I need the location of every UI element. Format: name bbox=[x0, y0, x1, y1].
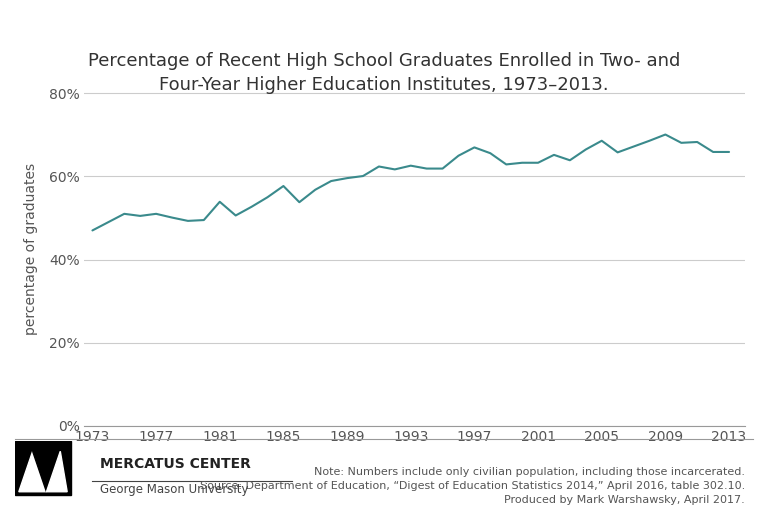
Text: MERCATUS CENTER: MERCATUS CENTER bbox=[100, 457, 250, 471]
Bar bbox=[15, 441, 71, 495]
Y-axis label: percentage of graduates: percentage of graduates bbox=[24, 163, 38, 335]
Polygon shape bbox=[18, 451, 46, 492]
Polygon shape bbox=[32, 451, 60, 492]
Text: George Mason University: George Mason University bbox=[100, 483, 248, 496]
Polygon shape bbox=[46, 451, 68, 492]
Text: Percentage of Recent High School Graduates Enrolled in Two- and
Four-Year Higher: Percentage of Recent High School Graduat… bbox=[88, 52, 680, 93]
Text: Note: Numbers include only civilian population, including those incarcerated.
So: Note: Numbers include only civilian popu… bbox=[200, 467, 745, 505]
